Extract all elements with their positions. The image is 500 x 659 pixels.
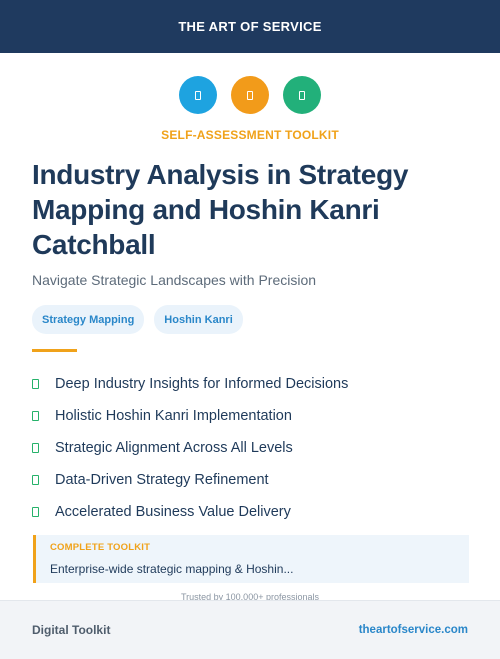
tag-list: Strategy Mapping Hoshin Kanri (32, 305, 243, 334)
document-icon (231, 76, 269, 114)
callout-label: COMPLETE TOOLKIT (50, 542, 151, 553)
feature-text: Data-Driven Strategy Refinement (55, 472, 269, 488)
footer-label: Digital Toolkit (32, 623, 111, 637)
feature-item: Deep Industry Insights for Informed Deci… (32, 368, 472, 400)
feature-text: Strategic Alignment Across All Levels (55, 440, 293, 456)
callout-text: Enterprise-wide strategic mapping & Hosh… (50, 562, 294, 576)
feature-item: Holistic Hoshin Kanri Implementation (32, 400, 472, 432)
toolkit-callout: COMPLETE TOOLKIT Enterprise-wide strateg… (33, 535, 469, 583)
footer: Digital Toolkit theartofservice.com (0, 600, 500, 659)
checkbox-icon (32, 475, 39, 485)
checkbox-icon (32, 379, 39, 389)
trusted-note: Trusted by 100,000+ professionals (180, 592, 319, 601)
feature-item: Accelerated Business Value Delivery (32, 496, 472, 528)
tag-strategy-mapping: Strategy Mapping (32, 305, 145, 334)
icon-row (0, 76, 500, 114)
accent-divider (32, 349, 77, 352)
feature-text: Deep Industry Insights for Informed Deci… (55, 376, 349, 392)
checkbox-icon (32, 443, 39, 453)
top-banner: THE ART OF SERVICE (0, 0, 500, 53)
checkbox-icon (32, 411, 39, 421)
checkbox-icon (32, 507, 39, 517)
feature-item: Strategic Alignment Across All Levels (32, 432, 472, 464)
subtitle: Navigate Strategic Landscapes with Preci… (32, 272, 317, 288)
feature-text: Accelerated Business Value Delivery (55, 504, 291, 520)
file-icon (283, 76, 321, 114)
clipboard-icon (179, 76, 217, 114)
feature-item: Data-Driven Strategy Refinement (32, 464, 472, 496)
tag-hoshin-kanri: Hoshin Kanri (154, 305, 243, 334)
page-title: Industry Analysis in Strategy Mapping an… (32, 159, 409, 260)
website-link[interactable]: theartofservice.com (358, 624, 468, 636)
feature-text: Holistic Hoshin Kanri Implementation (55, 408, 292, 424)
brand-name: THE ART OF SERVICE (178, 19, 322, 34)
feature-list: Deep Industry Insights for Informed Deci… (32, 368, 472, 528)
eyebrow-label: SELF-ASSESSMENT TOOLKIT (161, 128, 339, 142)
